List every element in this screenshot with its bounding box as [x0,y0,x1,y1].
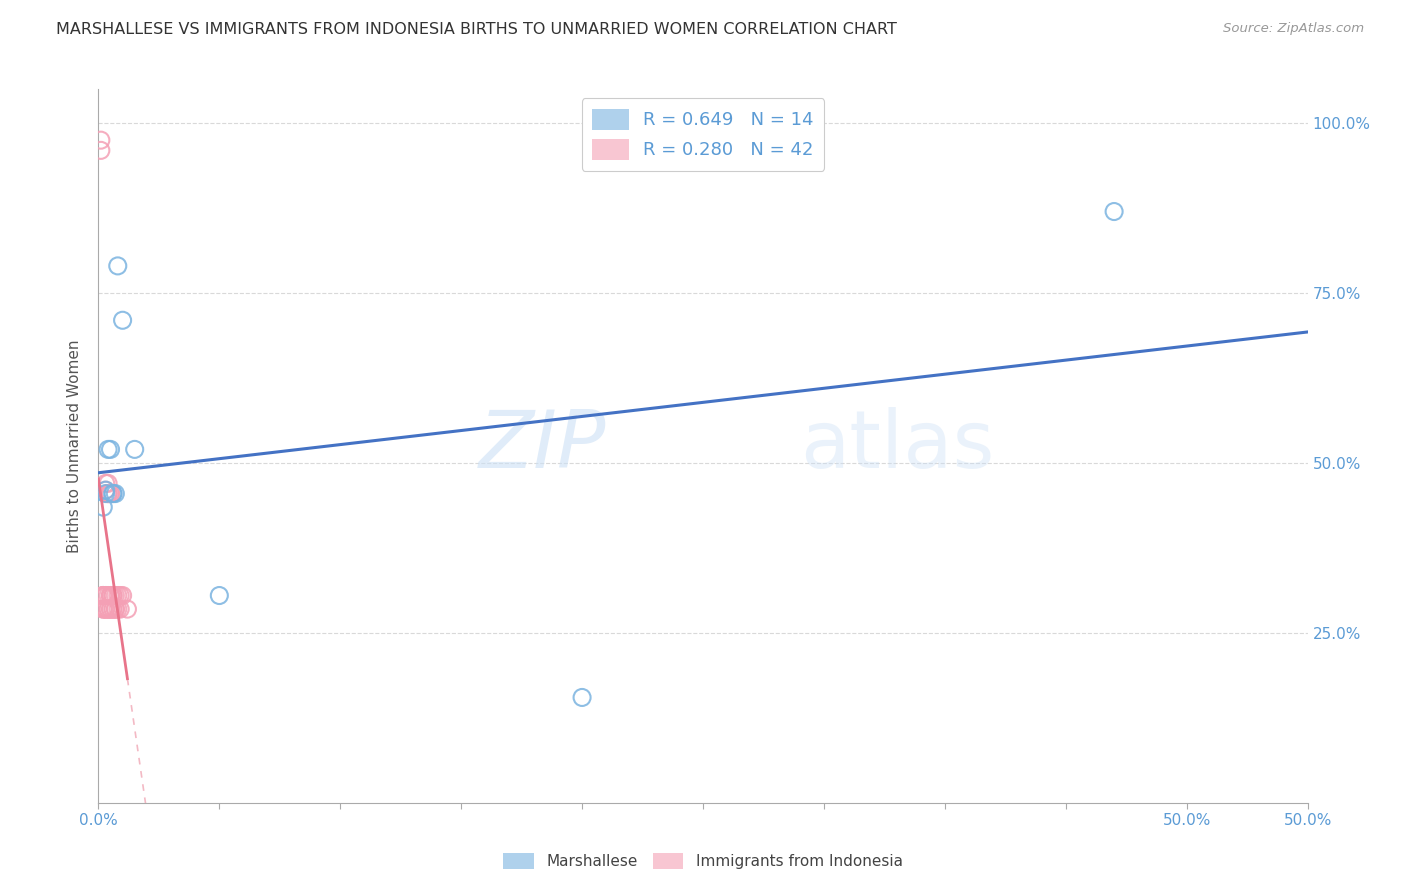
Point [108,602,131,616]
Point [94,483,117,498]
Point [94,483,117,498]
Point [101,589,124,603]
Point [101,589,124,603]
Point [124,442,146,457]
Point [97,589,120,603]
Point [97,486,120,500]
Point [100,589,122,603]
Point [100,602,122,616]
Point [101,486,124,500]
Text: ZIP: ZIP [479,407,606,485]
Point [91,602,114,616]
Point [107,589,129,603]
Point [104,602,127,616]
Point [94,486,117,500]
Point [91,602,114,616]
Text: MARSHALLESE VS IMMIGRANTS FROM INDONESIA BIRTHS TO UNMARRIED WOMEN CORRELATION C: MARSHALLESE VS IMMIGRANTS FROM INDONESIA… [56,22,897,37]
Point [101,589,124,603]
Point [208,589,231,603]
Point [108,589,131,603]
Point [91,589,114,603]
Point [97,442,120,457]
Point [104,602,127,616]
Point [97,486,120,500]
Point [94,476,117,491]
Point [111,313,134,327]
Point [97,486,120,500]
Point [94,589,117,603]
Point [90,133,112,147]
Point [94,602,117,616]
Point [97,476,120,491]
Point [101,486,124,500]
Point [91,589,114,603]
Point [101,602,124,616]
Point [100,442,122,457]
Point [101,602,124,616]
Point [100,486,122,500]
Point [571,690,593,705]
Point [100,486,122,500]
Point [100,602,122,616]
Y-axis label: Births to Unmarried Women: Births to Unmarried Women [67,339,83,553]
Point [91,589,114,603]
Point [97,602,120,616]
Point [91,589,114,603]
Point [94,589,117,603]
Point [91,500,114,515]
Point [1102,204,1125,219]
Point [97,602,120,616]
Text: Source: ZipAtlas.com: Source: ZipAtlas.com [1223,22,1364,36]
Point [111,589,134,603]
Point [117,602,139,616]
Legend: R = 0.649   N = 14, R = 0.280   N = 42: R = 0.649 N = 14, R = 0.280 N = 42 [582,98,824,170]
Legend: Marshallese, Immigrants from Indonesia: Marshallese, Immigrants from Indonesia [498,847,908,875]
Point [94,602,117,616]
Point [100,589,122,603]
Text: atlas: atlas [800,407,994,485]
Point [100,589,122,603]
Point [104,486,127,500]
Point [107,259,129,273]
Point [90,144,112,158]
Point [107,602,129,616]
Point [104,589,127,603]
